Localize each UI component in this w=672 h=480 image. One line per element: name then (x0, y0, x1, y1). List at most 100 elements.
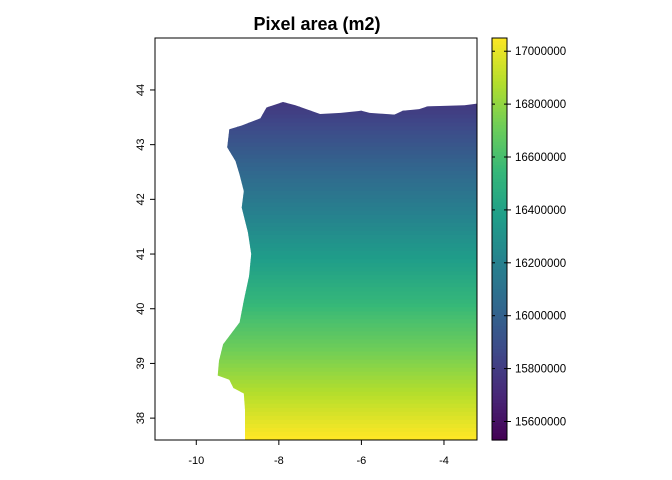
legend-ticks: 15600000 15800000 16000000 16200000 16400000… (492, 46, 566, 428)
legend-color-step (492, 292, 507, 297)
legend-color-step (492, 393, 507, 398)
legend-color-step (492, 302, 507, 307)
legend-color-step (492, 205, 507, 210)
legend-color-step (492, 94, 507, 99)
legend-color-step (492, 379, 507, 384)
legend-color-step (492, 78, 507, 83)
legend-color-step (492, 192, 507, 197)
raster-row (217, 291, 477, 296)
legend-color-step (492, 366, 507, 371)
y-tick-label: 42 (135, 193, 147, 205)
legend-color-step (492, 369, 507, 374)
legend-color-step (492, 349, 507, 354)
legend-color-step (492, 436, 507, 441)
legend-color-step (492, 275, 507, 280)
legend-tick-label: 16400000 (515, 205, 566, 217)
legend-color-step (492, 309, 507, 314)
legend-color-step (492, 259, 507, 264)
legend-tick-label: 15800000 (515, 364, 566, 376)
legend-color-step (492, 188, 507, 193)
raster-row (217, 226, 477, 232)
legend-color-step (492, 423, 507, 428)
raster-row (217, 335, 477, 341)
legend-color-step (492, 235, 507, 240)
legend-color-step (492, 141, 507, 146)
legend-color-step (492, 255, 507, 260)
legend-color-step (492, 84, 507, 89)
legend-color-step (492, 118, 507, 123)
legend-colorbar (492, 38, 507, 441)
legend-color-step (492, 332, 507, 337)
legend-color-step (492, 68, 507, 73)
raster-row (217, 275, 477, 280)
legend-color-step (492, 269, 507, 274)
legend-color-step (492, 289, 507, 294)
legend-color-step (492, 115, 507, 119)
legend-color-step (492, 105, 507, 109)
raster-row (217, 170, 477, 176)
raster-row (217, 194, 477, 200)
legend-color-step (492, 98, 507, 103)
legend-tick-label: 15600000 (515, 416, 566, 428)
raster-row (217, 247, 477, 252)
legend-color-step (492, 356, 507, 361)
raster-row (217, 267, 477, 272)
y-axis: 38 39 40 41 42 43 44 (135, 84, 155, 424)
legend-color-step (492, 329, 507, 334)
raster-row (217, 347, 477, 353)
y-tick-label: 43 (135, 139, 147, 151)
map-panel (155, 38, 477, 440)
legend-color-step (492, 279, 507, 284)
legend-color-step (492, 175, 507, 180)
raster-row (217, 375, 477, 381)
raster-row (217, 379, 477, 385)
legend-color-step (492, 151, 507, 156)
raster-row (217, 395, 477, 401)
raster-row (217, 271, 477, 276)
raster-row (217, 391, 477, 397)
legend-color-step (492, 44, 507, 49)
legend-tick-label: 16200000 (515, 258, 566, 270)
legend-color-step (492, 386, 507, 391)
raster-row (217, 198, 477, 204)
legend-color-step (492, 128, 507, 133)
raster-row (217, 287, 477, 292)
legend-color-step (492, 429, 507, 434)
legend-color-step (492, 148, 507, 153)
legend-color-step (492, 218, 507, 223)
legend-color-step (492, 38, 507, 42)
x-axis: -10 -8 -6 -4 (188, 440, 449, 467)
raster-row (217, 126, 477, 132)
raster-row (217, 363, 477, 369)
legend-color-step (492, 373, 507, 377)
raster-row (217, 122, 477, 128)
raster-row (217, 130, 477, 136)
raster-row (217, 190, 477, 196)
legend-color-step (492, 61, 507, 66)
legend-tick-label: 17000000 (515, 46, 566, 58)
raster-row (217, 218, 477, 224)
legend-color-step (492, 359, 507, 364)
raster-row (217, 186, 477, 192)
raster-row (217, 110, 477, 115)
legend-color-step (492, 319, 507, 324)
raster-row (217, 114, 477, 119)
legend-color-step (492, 121, 507, 126)
legend-color-step (492, 178, 507, 183)
legend-color-step (492, 239, 507, 243)
raster-row (217, 415, 477, 421)
legend-color-step (492, 41, 507, 46)
raster-row (217, 166, 477, 172)
legend-color-step (492, 54, 507, 59)
legend-color-step (492, 262, 507, 267)
legend-color-step (492, 282, 507, 287)
legend-color-step (492, 165, 507, 170)
y-tick-label: 41 (135, 248, 147, 260)
legend-color-step (492, 48, 507, 52)
raster-row (217, 403, 477, 409)
raster-row (217, 427, 477, 433)
x-tick-label: -10 (188, 455, 204, 467)
legend-color-step (492, 306, 507, 310)
raster-row (217, 299, 477, 304)
legend-color-step (492, 336, 507, 341)
